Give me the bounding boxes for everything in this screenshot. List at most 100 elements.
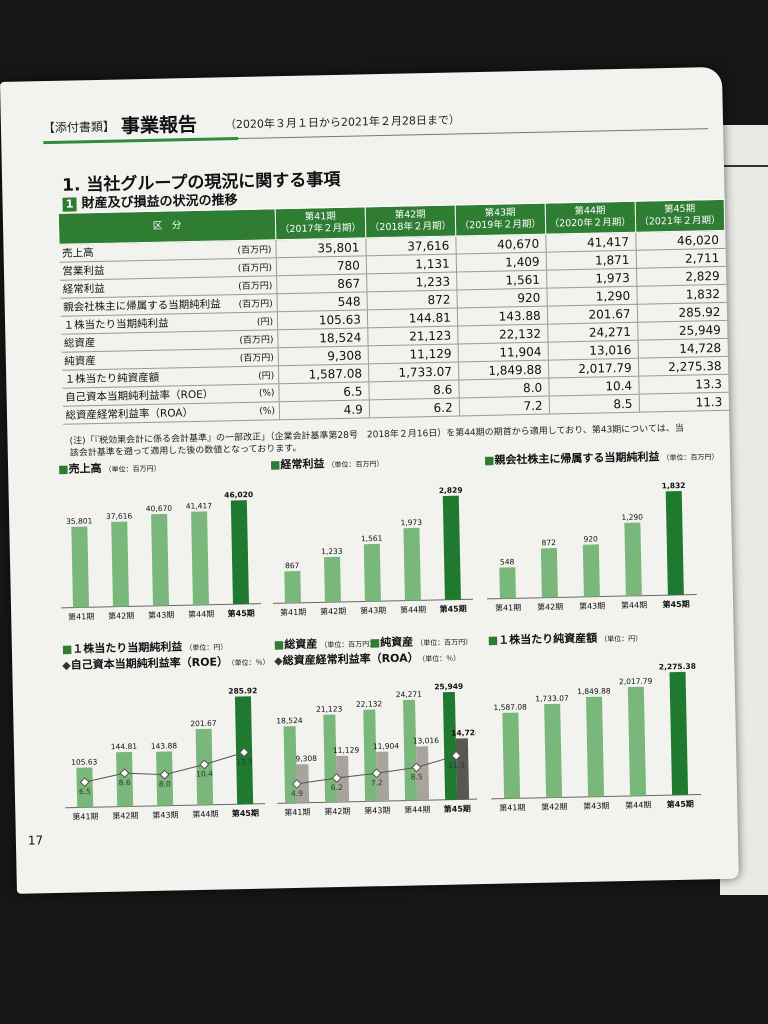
bar xyxy=(191,511,209,606)
x-tick-label: 第43期 xyxy=(364,805,390,816)
table-cell: 2,017.79 xyxy=(548,358,639,379)
financial-table: 区 分第41期 （2017年２月期） 第42期 （2018年２月期） 第43期 （2019… xyxy=(58,199,729,425)
table-cell: 872 xyxy=(366,289,458,310)
table-cell: 9,308 xyxy=(278,345,369,366)
bar-value-label: 1,290 xyxy=(621,513,643,522)
ratio-point xyxy=(291,778,302,789)
page-header: 【添付書類】 事業報告 （2020年３月１日から2021年２月28日まで） xyxy=(42,97,709,145)
bar xyxy=(540,548,558,598)
chart-title-text: 総資産経常利益率（ROA） xyxy=(282,651,419,668)
ratio-value-label: 6.2 xyxy=(331,783,343,792)
bar-secondary xyxy=(455,738,470,800)
table-cell: 780 xyxy=(276,255,367,276)
bar xyxy=(544,703,563,798)
table-cell: 35,801 xyxy=(275,237,367,258)
bar xyxy=(76,767,94,808)
chart-unit: （単位：百万円） xyxy=(104,464,161,474)
chart-bps: ■１株当たり純資産額 （単位：円） 1,587.08 第41期 1,733.07 第42期… xyxy=(488,628,702,817)
table-cell: 8.5 xyxy=(548,394,640,415)
chart-title-text: 総資産 xyxy=(284,637,318,652)
bar xyxy=(665,491,684,596)
x-tick-label: 第44期 xyxy=(188,609,214,620)
ratio-value-label: 8.5 xyxy=(411,772,423,781)
table-cell: 8.6 xyxy=(368,379,459,400)
bar-value-label: 18,524 xyxy=(276,716,303,726)
bar-secondary-value-label: 11,129 xyxy=(333,745,360,755)
x-tick-label: 第42期 xyxy=(324,806,350,817)
x-tick-label: 第42期 xyxy=(541,801,567,812)
table-cell: 143.88 xyxy=(457,306,548,326)
bar xyxy=(499,567,516,599)
bar-value-label: 37,616 xyxy=(106,511,133,521)
ratio-point xyxy=(199,759,210,770)
x-tick-label: 第41期 xyxy=(499,802,525,813)
bar-secondary xyxy=(336,755,350,803)
ratio-point xyxy=(79,777,90,788)
bar-value-label: 872 xyxy=(542,538,557,547)
x-tick-label: 第43期 xyxy=(583,800,609,811)
chart-title: ◆自己資本当期純利益率（ROE） （単位：％） xyxy=(62,652,270,672)
attachment-tag: 【添付書類】 xyxy=(42,119,116,136)
table-header-period: 第41期 （2017年２月期） xyxy=(275,206,366,240)
chart-sales: ■売上高 （単位：百万円） 35,801 第41期 37,616 第42期 40,670 第4… xyxy=(58,457,261,626)
table-cell: 6.2 xyxy=(369,397,460,418)
row-unit: (百万円) xyxy=(224,347,279,367)
table-header-period: 第42期 （2018年２月期） xyxy=(365,204,456,238)
bar xyxy=(403,527,421,601)
x-tick-label: 第44期 xyxy=(625,800,651,811)
bar xyxy=(323,714,338,803)
bar-secondary-value-label: 9,308 xyxy=(295,754,317,763)
table-cell: 13,016 xyxy=(547,340,639,361)
table-cell: 18,524 xyxy=(277,327,368,348)
ratio-point xyxy=(411,762,422,773)
bar xyxy=(403,699,418,801)
table-cell: 4.9 xyxy=(279,399,370,420)
bar-value-label: 2,017.79 xyxy=(619,677,653,687)
chart-title-text: 親会社株主に帰属する当期純利益 xyxy=(494,450,660,467)
x-tick-label: 第45期 xyxy=(439,603,466,614)
bar-value-label: 25,949 xyxy=(434,682,463,692)
row-unit: (百万円) xyxy=(223,293,278,313)
ratio-value-label: 11.3 xyxy=(448,761,465,770)
x-tick-label: 第44期 xyxy=(621,600,647,611)
row-label: 総資産経常利益率（ROA） xyxy=(62,402,227,425)
bar xyxy=(442,691,458,800)
bar-value-label: 46,020 xyxy=(224,490,253,500)
bar-secondary-value-label: 11,904 xyxy=(373,741,400,751)
chart-title-text: １株当たり純資産額 xyxy=(498,631,598,647)
x-tick-label: 第45期 xyxy=(444,803,471,814)
bar-value-label: 285.92 xyxy=(228,686,257,696)
chart-title-text: 売上高 xyxy=(68,461,102,476)
table-cell: 8.0 xyxy=(458,378,549,398)
x-tick-label: 第41期 xyxy=(68,611,94,622)
bar-secondary xyxy=(376,751,390,802)
bar-secondary-value-label: 14,728 xyxy=(451,728,477,738)
report-page: 【添付書類】 事業報告 （2020年３月１日から2021年２月28日まで） 1.… xyxy=(0,66,739,894)
table-cell: 14,728 xyxy=(637,338,728,359)
row-unit: (円) xyxy=(225,365,279,385)
table-cell: 201.67 xyxy=(546,304,638,325)
table-cell: 22,132 xyxy=(457,324,548,344)
table-cell: 11,904 xyxy=(457,342,549,362)
row-unit: (百万円) xyxy=(223,275,277,295)
table-cell: 1,832 xyxy=(636,284,727,305)
table-cell: 13.3 xyxy=(638,374,729,395)
table-cell: 11.3 xyxy=(638,392,729,413)
chart-assets-roa: ■総資産 （単位：百万円） ■純資産 （単位：百万円） ◆総資産経常利益率（ROA） （単… xyxy=(274,632,478,821)
x-tick-label: 第41期 xyxy=(284,807,310,818)
x-tick-label: 第43期 xyxy=(148,609,174,620)
ratio-value-label: 7.2 xyxy=(371,778,383,787)
table-cell: 2,275.38 xyxy=(638,356,728,377)
bar-value-label: 21,123 xyxy=(316,704,343,714)
table-cell: 1,409 xyxy=(455,252,547,272)
table-cell: 6.5 xyxy=(278,381,370,402)
bar xyxy=(669,671,689,796)
table-body: 売上高 (百万円) 35,801 37,616 40,670 41,417 46,020 営業… xyxy=(58,230,729,425)
x-tick-label: 第45期 xyxy=(667,799,694,810)
x-tick-label: 第44期 xyxy=(192,809,218,820)
chart-ordinary-profit: ■経常利益 （単位：百万円） 867 第41期 1,233 第42期 1,561 第43期 1,… xyxy=(270,452,473,621)
x-tick-label: 第43期 xyxy=(152,809,178,820)
table-cell: 1,733.07 xyxy=(368,361,459,382)
table-header-category: 区 分 xyxy=(58,208,276,245)
chart-plot: 35,801 第41期 37,616 第42期 40,670 第43期 41,417 第44期… xyxy=(61,490,261,622)
